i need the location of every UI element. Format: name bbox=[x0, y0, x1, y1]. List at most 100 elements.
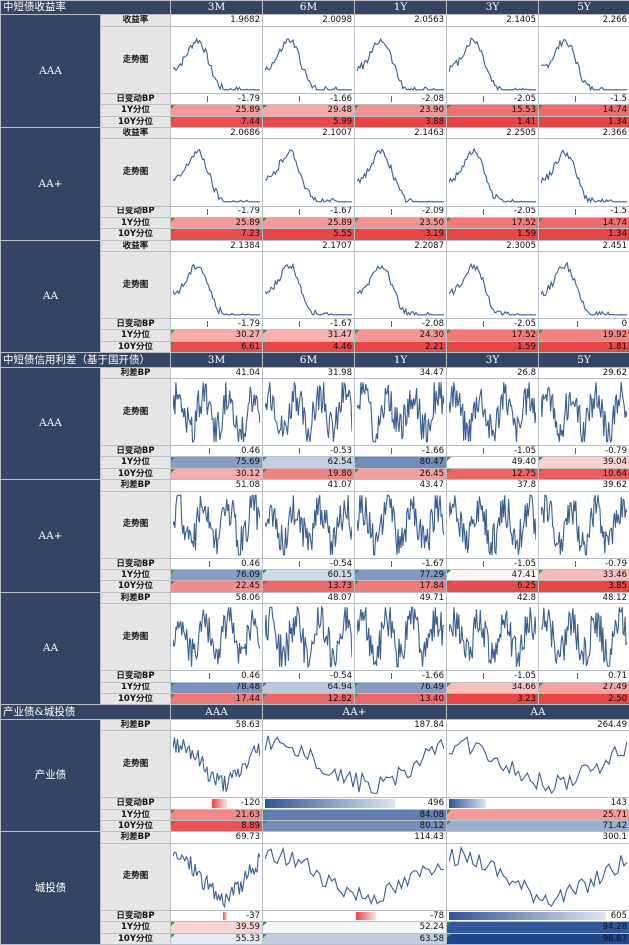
row-label-daily-change: 日变动BP bbox=[100, 318, 171, 331]
percentile-10y-cell: 17.44 bbox=[170, 692, 263, 706]
percentile-10y-cell: 2.21 bbox=[354, 340, 447, 354]
sparkline-path bbox=[173, 264, 260, 314]
row-label-value: 利差BP bbox=[100, 366, 171, 379]
trend-sparkline bbox=[262, 138, 355, 207]
row-label-1y-percentile: 1Y分位 bbox=[100, 104, 171, 117]
row-label-trend: 走势图 bbox=[100, 138, 171, 207]
daily-change-cell: -0.53 bbox=[262, 445, 355, 458]
rating-group-label: 城投债 bbox=[0, 831, 101, 945]
row-label-10y-percentile: 10Y分位 bbox=[100, 228, 171, 241]
row-label-daily-change: 日变动BP bbox=[100, 205, 171, 218]
trend-sparkline bbox=[446, 490, 539, 559]
row-label-value: 利差BP bbox=[100, 831, 171, 844]
value-cell: 2.1007 bbox=[262, 126, 355, 140]
percentile-1y-cell: 21.63 bbox=[170, 808, 263, 821]
sparkline-svg bbox=[173, 252, 260, 318]
trend-sparkline bbox=[262, 25, 355, 94]
percentile-1y-cell: 60.15 bbox=[262, 568, 355, 582]
trend-sparkline bbox=[262, 730, 447, 799]
percentile-10y-cell: 5.99 bbox=[262, 115, 355, 129]
value-cell: 51.08 bbox=[170, 479, 263, 492]
daily-change-cell: -2.05 bbox=[446, 92, 539, 106]
value-cell: 26.8 bbox=[446, 366, 539, 379]
row-label-1y-percentile: 1Y分位 bbox=[100, 568, 171, 582]
trend-sparkline bbox=[354, 490, 447, 559]
sparkline-svg bbox=[265, 252, 352, 318]
sparkline-path bbox=[541, 151, 627, 202]
sparkline-path bbox=[173, 150, 260, 202]
trend-sparkline bbox=[446, 730, 629, 799]
daily-change-cell: 0.46 bbox=[170, 557, 263, 571]
sparkline-path bbox=[449, 848, 627, 906]
rating-group-label: AAA bbox=[0, 366, 101, 481]
row-label-10y-percentile: 10Y分位 bbox=[100, 340, 171, 354]
percentile-1y-cell: 17.52 bbox=[446, 329, 539, 342]
percentile-10y-cell: 5.55 bbox=[262, 228, 355, 241]
trend-sparkline bbox=[446, 25, 539, 94]
value-cell: 2.451 bbox=[538, 239, 629, 252]
daily-change-cell: 0.46 bbox=[170, 445, 263, 458]
column-header-tenor: 5Y bbox=[538, 0, 629, 16]
sparkline-svg bbox=[541, 604, 627, 670]
percentile-10y-cell: 6.61 bbox=[170, 340, 263, 354]
percentile-1y-cell: 75.69 bbox=[170, 456, 263, 469]
sparkline-svg bbox=[449, 844, 627, 910]
column-header-tenor: 3M bbox=[170, 352, 263, 368]
daily-change-cell: -2.05 bbox=[446, 318, 539, 331]
row-label-daily-change: 日变动BP bbox=[100, 670, 171, 683]
sparkline-path bbox=[541, 607, 627, 666]
daily-change-cell: -1.79 bbox=[170, 205, 263, 218]
daily-change-cell: -1.79 bbox=[170, 318, 263, 331]
value-cell: 2.2087 bbox=[354, 239, 447, 252]
sparkline-svg bbox=[449, 492, 536, 558]
sparkline-path bbox=[173, 852, 260, 907]
sparkline-svg bbox=[449, 27, 536, 93]
row-label-trend: 走势图 bbox=[100, 377, 171, 447]
sparkline-svg bbox=[265, 139, 352, 205]
percentile-10y-cell: 12.82 bbox=[262, 692, 355, 706]
daily-change-cell: -37 bbox=[170, 909, 263, 923]
trend-sparkline bbox=[446, 250, 539, 320]
row-label-trend: 走势图 bbox=[100, 250, 171, 320]
value-cell: 41.07 bbox=[262, 479, 355, 492]
value-cell: 39.62 bbox=[538, 479, 629, 492]
column-header-tenor: 6M bbox=[262, 0, 355, 16]
percentile-1y-cell: 15.53 bbox=[446, 104, 539, 117]
value-cell: 69.73 bbox=[170, 831, 263, 844]
percentile-1y-cell: 14.74 bbox=[538, 216, 629, 230]
daily-change-cell: -1.66 bbox=[354, 445, 447, 458]
value-cell: 264.49 bbox=[446, 718, 629, 732]
sparkline-svg bbox=[357, 604, 444, 670]
daily-change-cell: 143 bbox=[446, 797, 629, 810]
sparkline-path bbox=[449, 264, 536, 315]
sparkline-svg bbox=[265, 731, 444, 797]
percentile-1y-cell: 33.46 bbox=[538, 568, 629, 582]
percentile-1y-cell: 30.27 bbox=[170, 329, 263, 342]
trend-sparkline bbox=[446, 842, 629, 911]
column-header-tenor: 1Y bbox=[354, 352, 447, 368]
row-label-1y-percentile: 1Y分位 bbox=[100, 329, 171, 342]
percentile-1y-cell: 25.89 bbox=[262, 216, 355, 230]
value-cell: 2.0686 bbox=[170, 126, 263, 140]
percentile-1y-cell: 84.08 bbox=[262, 808, 447, 821]
sparkline-svg bbox=[357, 492, 444, 558]
daily-change-cell: -1.79 bbox=[170, 92, 263, 106]
percentile-1y-cell: 64.94 bbox=[262, 681, 355, 694]
percentile-10y-cell: 3.88 bbox=[354, 115, 447, 129]
sparkline-path bbox=[357, 495, 444, 555]
sparkline-path bbox=[265, 382, 352, 442]
percentile-1y-cell: 47.41 bbox=[446, 568, 539, 582]
sparkline-path bbox=[449, 149, 536, 202]
daily-change-cell: -1.67 bbox=[262, 318, 355, 331]
daily-change-cell: -1.05 bbox=[446, 557, 539, 571]
percentile-10y-cell: 98.87 bbox=[446, 932, 629, 945]
value-cell: 43.47 bbox=[354, 479, 447, 492]
percentile-1y-cell: 77.29 bbox=[354, 568, 447, 582]
percentile-1y-cell: 39.04 bbox=[538, 456, 629, 469]
row-label-value: 收益率 bbox=[100, 14, 171, 27]
percentile-1y-cell: 62.54 bbox=[262, 456, 355, 469]
rating-group-label: AA bbox=[0, 591, 101, 706]
sparkline-path bbox=[357, 39, 444, 90]
row-label-value: 利差BP bbox=[100, 591, 171, 605]
daily-change-cell: -2.05 bbox=[446, 205, 539, 218]
